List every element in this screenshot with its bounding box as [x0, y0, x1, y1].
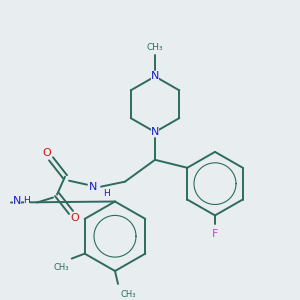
Text: CH₃: CH₃ — [120, 290, 136, 299]
Text: N: N — [151, 71, 159, 81]
Text: O: O — [43, 148, 51, 158]
Text: F: F — [212, 229, 218, 239]
Text: CH₃: CH₃ — [147, 43, 163, 52]
Text: N: N — [89, 182, 97, 192]
Text: O: O — [70, 213, 80, 224]
Text: N: N — [151, 127, 159, 137]
Text: N: N — [13, 196, 21, 206]
Text: CH₃: CH₃ — [54, 263, 69, 272]
Text: H: H — [24, 196, 30, 205]
Text: H: H — [103, 189, 110, 198]
